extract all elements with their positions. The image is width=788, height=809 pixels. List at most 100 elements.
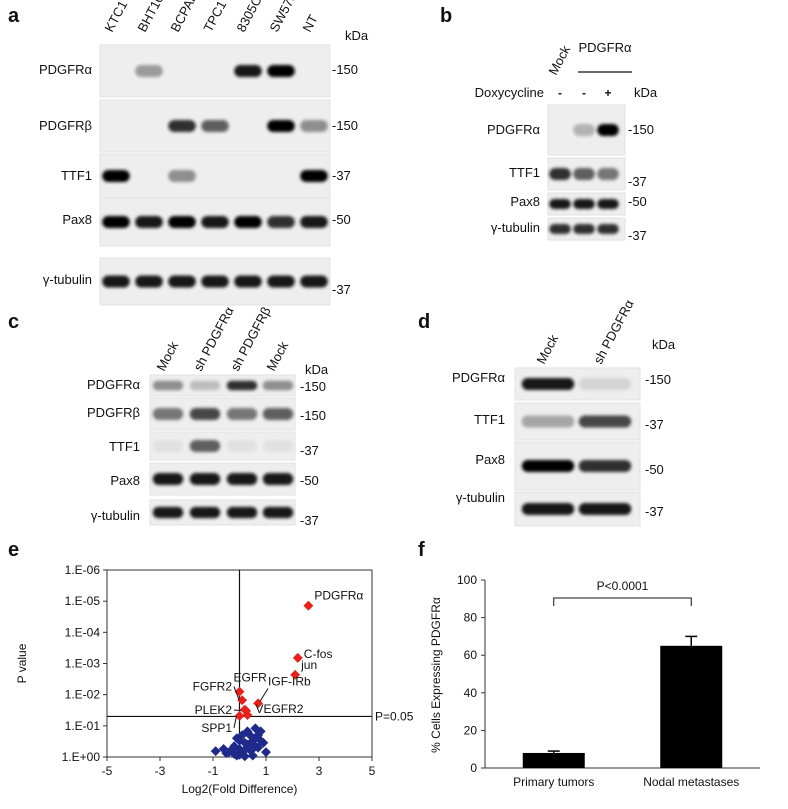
lane-label: Mock	[545, 43, 573, 78]
x-tick-label: 1	[263, 764, 270, 778]
band	[262, 440, 294, 452]
band	[102, 170, 130, 182]
treatment-label: Doxycycline	[475, 85, 544, 100]
band	[573, 199, 595, 209]
band	[226, 440, 258, 452]
band	[234, 65, 262, 77]
x-tick-label: -3	[155, 764, 166, 778]
marker-label: -37	[300, 443, 319, 458]
point-label: PDGFRα	[314, 589, 363, 603]
band	[234, 216, 262, 228]
unit-label: kDa	[305, 362, 329, 377]
row-label: γ-tubulin	[91, 508, 140, 523]
band	[573, 124, 595, 136]
band	[521, 503, 575, 515]
band	[578, 460, 632, 472]
marker-label: -37	[628, 174, 647, 189]
band	[267, 65, 295, 77]
row-label: Pax8	[475, 452, 505, 467]
band	[234, 275, 262, 288]
y-axis-label: P value	[15, 643, 29, 683]
y-axis-label: % Cells Expressing PDGFRα	[429, 597, 443, 753]
lane-label: Mock	[263, 339, 291, 374]
band	[521, 378, 575, 390]
band	[226, 408, 258, 420]
band	[135, 275, 163, 288]
row-label: Pax8	[510, 194, 540, 209]
band	[262, 473, 294, 485]
y-tick-label: 1.E-06	[65, 563, 101, 577]
marker-label: -37	[645, 417, 664, 432]
point-label: jun	[300, 658, 317, 672]
band	[102, 216, 130, 228]
row-label: TTF1	[509, 165, 540, 180]
marker-label: -50	[332, 212, 351, 227]
point	[242, 739, 253, 750]
panel-label: c	[8, 311, 19, 333]
point	[239, 704, 250, 715]
point	[255, 735, 266, 746]
band	[573, 168, 595, 180]
band	[597, 199, 619, 209]
band	[549, 224, 571, 234]
band	[267, 275, 295, 288]
band	[573, 224, 595, 234]
panel-label: e	[8, 539, 19, 561]
band	[201, 120, 229, 132]
point	[261, 747, 271, 758]
x-tick-label: -1	[208, 764, 219, 778]
y-tick-label: 0	[470, 761, 477, 775]
row-label: TTF1	[61, 168, 92, 183]
band	[578, 415, 632, 428]
panel-label: d	[418, 311, 430, 333]
significance-bracket	[553, 597, 692, 606]
point	[210, 746, 221, 757]
band	[262, 380, 294, 391]
band	[201, 275, 229, 288]
lane-label: TPC1	[200, 0, 229, 34]
band	[597, 224, 619, 234]
band	[262, 408, 294, 420]
point-label: C-fos	[304, 647, 333, 661]
lane-label: SW579	[266, 0, 299, 34]
band	[521, 415, 575, 428]
row-label: PDGFRβ	[39, 118, 92, 133]
bar	[660, 645, 723, 768]
y-tick-label: 100	[457, 573, 477, 587]
panel-label: b	[440, 5, 452, 27]
band	[300, 170, 328, 182]
y-tick-label: 1.E-03	[65, 657, 101, 671]
blot-strip	[99, 153, 331, 199]
marker-label: -37	[332, 282, 351, 297]
panel-label: a	[8, 5, 20, 27]
lane-label: 8305C	[233, 0, 264, 34]
band	[189, 380, 221, 391]
band	[152, 506, 184, 519]
band	[300, 275, 328, 288]
band	[102, 275, 130, 288]
lane-label: KTC1	[101, 0, 130, 34]
y-tick-label: 80	[464, 611, 478, 625]
y-tick-label: 1.E-02	[65, 688, 101, 702]
marker-label: -150	[628, 122, 654, 137]
band	[152, 408, 184, 420]
point	[303, 600, 314, 611]
y-tick-label: 20	[464, 723, 478, 737]
leader-line	[233, 715, 237, 729]
marker-label: -37	[300, 513, 319, 528]
point-label: IGF-IRb	[268, 674, 311, 688]
band	[168, 120, 196, 132]
lane-label: NT	[299, 12, 320, 34]
row-label: PDGFRα	[87, 377, 141, 392]
x-tick-label: 5	[369, 764, 376, 778]
y-tick-label: 1.E-01	[65, 719, 101, 733]
marker-label: -37	[332, 168, 351, 183]
group-label: PDGFRα	[578, 40, 632, 55]
leader-line	[233, 686, 240, 701]
point	[239, 751, 250, 762]
lane-label: sh PDGFRα	[590, 297, 637, 367]
band	[189, 408, 221, 420]
leader-line	[259, 688, 269, 702]
blot-strip	[99, 44, 331, 98]
band	[152, 473, 184, 485]
